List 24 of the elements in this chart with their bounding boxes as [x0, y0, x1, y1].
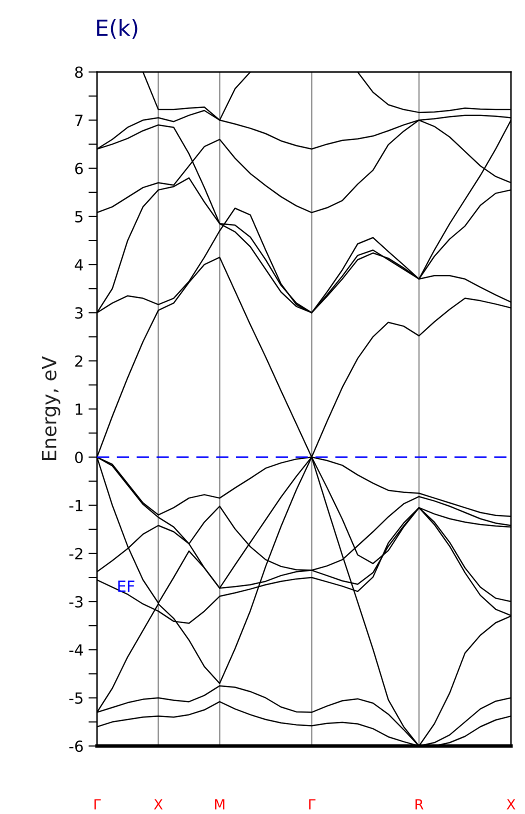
y-tick-label: -6 — [69, 740, 83, 752]
y-tick-label: 8 — [75, 66, 83, 78]
x-tick-label: M — [215, 799, 224, 810]
x-tick-label: Γ — [94, 799, 101, 810]
y-tick-label: -2 — [69, 548, 82, 560]
y-axis-title: Energy, eV — [42, 356, 60, 460]
y-tick-label: 7 — [75, 114, 82, 126]
y-tick-label: 6 — [75, 162, 83, 174]
y-tick-label: 3 — [75, 307, 83, 319]
x-tick-label: X — [154, 799, 163, 810]
y-tick-label: 1 — [76, 404, 82, 415]
y-tick-label: -1 — [69, 500, 82, 512]
y-tick-label: 4 — [74, 259, 83, 270]
y-tick-label: 5 — [75, 211, 82, 222]
y-tick-label: -3 — [69, 596, 83, 608]
y-tick-label: -5 — [69, 692, 82, 704]
y-tick-label: -4 — [69, 644, 83, 656]
chart-title: E(k) — [97, 19, 138, 39]
x-tick-label: X — [506, 799, 516, 810]
y-tick-label: 0 — [75, 452, 83, 464]
annotation: EF — [118, 580, 134, 592]
x-tick-label: Γ — [309, 799, 316, 810]
y-tick-label: 2 — [75, 355, 82, 367]
x-tick-label: R — [416, 799, 424, 810]
